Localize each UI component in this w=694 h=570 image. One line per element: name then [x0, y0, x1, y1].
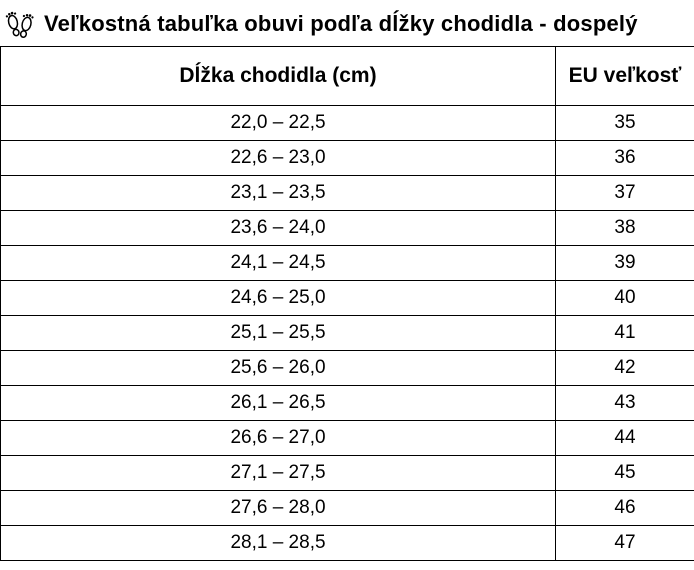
table-row: 23,1 – 23,5 37	[0, 175, 694, 211]
cell-eu-size: 35	[555, 105, 694, 141]
cell-foot-length: 23,6 – 24,0	[0, 210, 556, 246]
cell-eu-size: 41	[555, 315, 694, 351]
table-row: 24,6 – 25,0 40	[0, 280, 694, 316]
cell-foot-length: 23,1 – 23,5	[0, 175, 556, 211]
table-body: 22,0 – 22,5 35 22,6 – 23,0 36 23,1 – 23,5 37 2…	[0, 105, 694, 561]
table-row: 28,1 – 28,5 47	[0, 525, 694, 561]
cell-eu-size: 47	[555, 525, 694, 561]
cell-eu-size: 40	[555, 280, 694, 316]
cell-foot-length: 24,6 – 25,0	[0, 280, 556, 316]
table-row: 26,1 – 26,5 43	[0, 385, 694, 421]
cell-foot-length: 26,1 – 26,5	[0, 385, 556, 421]
cell-eu-size: 46	[555, 490, 694, 526]
cell-foot-length: 26,6 – 27,0	[0, 420, 556, 456]
table-row: 22,6 – 23,0 36	[0, 140, 694, 176]
title-bar: Veľkostná tabuľka obuvi podľa dĺžky chod…	[0, 0, 694, 46]
cell-foot-length: 24,1 – 24,5	[0, 245, 556, 281]
table-row: 27,1 – 27,5 45	[0, 455, 694, 491]
table-row: 23,6 – 24,0 38	[0, 210, 694, 246]
table-row: 26,6 – 27,0 44	[0, 420, 694, 456]
cell-foot-length: 22,6 – 23,0	[0, 140, 556, 176]
table-row: 27,6 – 28,0 46	[0, 490, 694, 526]
cell-eu-size: 37	[555, 175, 694, 211]
cell-foot-length: 27,6 – 28,0	[0, 490, 556, 526]
cell-foot-length: 22,0 – 22,5	[0, 105, 556, 141]
cell-foot-length: 25,6 – 26,0	[0, 350, 556, 386]
table-row: 25,1 – 25,5 41	[0, 315, 694, 351]
cell-foot-length: 28,1 – 28,5	[0, 525, 556, 561]
cell-eu-size: 44	[555, 420, 694, 456]
cell-eu-size: 45	[555, 455, 694, 491]
footprints-icon	[4, 8, 36, 40]
cell-eu-size: 42	[555, 350, 694, 386]
table-row: 25,6 – 26,0 42	[0, 350, 694, 386]
page-title: Veľkostná tabuľka obuvi podľa dĺžky chod…	[44, 11, 638, 36]
column-header-foot-length: Dĺžka chodidla (cm)	[0, 46, 556, 106]
cell-foot-length: 27,1 – 27,5	[0, 455, 556, 491]
cell-eu-size: 43	[555, 385, 694, 421]
table-row: 24,1 – 24,5 39	[0, 245, 694, 281]
cell-eu-size: 36	[555, 140, 694, 176]
shoe-size-table: Dĺžka chodidla (cm) EU veľkosť 22,0 – 22…	[0, 46, 694, 561]
table-header-row: Dĺžka chodidla (cm) EU veľkosť	[0, 46, 694, 106]
cell-eu-size: 39	[555, 245, 694, 281]
cell-eu-size: 38	[555, 210, 694, 246]
column-header-eu-size: EU veľkosť	[555, 46, 694, 106]
table-row: 22,0 – 22,5 35	[0, 105, 694, 141]
cell-foot-length: 25,1 – 25,5	[0, 315, 556, 351]
